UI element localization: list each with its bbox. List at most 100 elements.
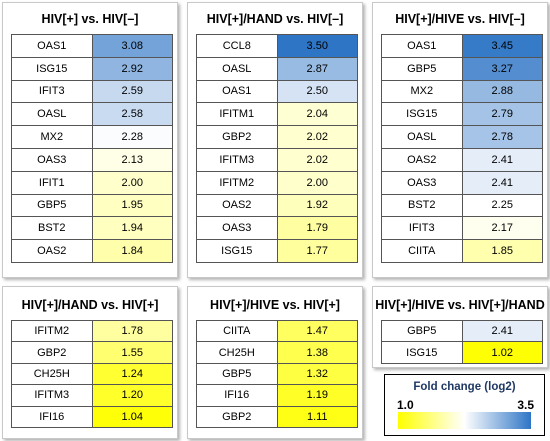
- fold-change-cell: 2.79: [461, 102, 543, 127]
- table-row: OASL 2.58: [11, 102, 173, 127]
- table-row: OAS1 3.45: [381, 34, 543, 58]
- legend-max-label: 3.5: [517, 398, 534, 412]
- fold-change-cell: 1.20: [91, 384, 173, 407]
- gene-cell: IFITM3: [196, 147, 278, 172]
- gene-cell: GBP2: [11, 341, 93, 364]
- fold-change-table: GBP5 2.41 ISG15 1.02: [381, 319, 543, 364]
- gene-cell: IFIT3: [381, 216, 463, 241]
- fold-change-cell: 1.85: [461, 239, 543, 263]
- legend-title: Fold change (log2): [413, 381, 516, 393]
- gene-cell: OASL: [11, 102, 93, 127]
- table-row: OAS2 1.92: [196, 193, 358, 218]
- gene-cell: OASL: [381, 125, 463, 149]
- gene-cell: OAS3: [381, 170, 463, 195]
- fold-change-cell: 2.41: [461, 170, 543, 195]
- fold-change-table: CCL8 3.50 OASL 2.87 OAS1 2.50 IFITM1 2.04 GBP2 2.…: [196, 34, 358, 263]
- gene-cell: CIITA: [381, 239, 463, 263]
- table-row: OAS1 3.08: [11, 34, 173, 58]
- fold-change-cell: 2.78: [461, 125, 543, 149]
- gene-cell: IFI16: [11, 405, 93, 428]
- panel-title: HIV[+]/HIVE vs. HIV[–]: [395, 12, 525, 26]
- gene-cell: IFITM1: [196, 102, 278, 127]
- fold-change-cell: 1.32: [276, 362, 358, 386]
- gene-cell: BST2: [11, 216, 93, 241]
- fold-change-cell: 2.13: [91, 147, 173, 172]
- color-scale-legend: Fold change (log2) 1.0 3.5: [384, 374, 545, 436]
- fold-change-cell: 2.00: [91, 170, 173, 195]
- fold-change-cell: 1.92: [276, 193, 358, 218]
- gene-cell: IFITM3: [11, 384, 93, 407]
- fold-change-cell: 3.08: [91, 34, 173, 58]
- panel-hand-vs-hiv-pos: HIV[+]/HAND vs. HIV[+] IFITM2 1.78 GBP2 1.5…: [2, 286, 178, 439]
- fold-change-cell: 2.59: [91, 79, 173, 104]
- fold-change-cell: 1.24: [91, 362, 173, 386]
- gene-cell: MX2: [381, 79, 463, 104]
- fold-change-cell: 2.28: [91, 125, 173, 149]
- panel-hiv-pos-vs-hiv-neg: HIV[+] vs. HIV[–] OAS1 3.08 ISG15 2.92 IFIT3…: [2, 2, 178, 278]
- table-row: CIITA 1.47: [196, 319, 358, 343]
- panel-hive-vs-hand: HIV[+]/HIVE vs. HIV[+]/HAND GBP5 2.41 ISG1…: [372, 286, 548, 368]
- fold-change-table: OAS1 3.45 GBP5 3.27 MX2 2.88 ISG15 2.79 OASL 2.78…: [381, 34, 543, 263]
- table-row: OAS3 1.79: [196, 216, 358, 241]
- table-row: GBP2 2.02: [196, 125, 358, 149]
- fold-change-table: CIITA 1.47 CH25H 1.38 GBP5 1.32 IFI16 1.19 GBP2 1…: [196, 319, 358, 428]
- table-row: MX2 2.88: [381, 79, 543, 104]
- table-row: IFI16 1.04: [11, 405, 173, 428]
- fold-change-cell: 1.77: [276, 239, 358, 263]
- table-row: IFITM2 2.00: [196, 170, 358, 195]
- table-row: IFIT1 2.00: [11, 170, 173, 195]
- gene-cell: CCL8: [196, 34, 278, 58]
- table-row: BST2 2.25: [381, 193, 543, 218]
- gene-cell: GBP5: [11, 193, 93, 218]
- fold-change-cell: 3.27: [461, 56, 543, 81]
- table-row: OAS3 2.41: [381, 170, 543, 195]
- fold-change-cell: 1.38: [276, 341, 358, 364]
- gene-cell: OASL: [196, 56, 278, 81]
- fold-change-cell: 3.45: [461, 34, 543, 58]
- table-row: ISG15 1.02: [381, 341, 543, 364]
- table-row: GBP2 1.55: [11, 341, 173, 364]
- table-row: BST2 1.94: [11, 216, 173, 241]
- table-row: ISG15 2.79: [381, 102, 543, 127]
- gene-cell: IFIT3: [11, 79, 93, 104]
- gene-cell: IFIT1: [11, 170, 93, 195]
- gene-cell: ISG15: [11, 56, 93, 81]
- table-row: IFITM3 1.20: [11, 384, 173, 407]
- fold-change-cell: 1.95: [91, 193, 173, 218]
- gene-cell: OAS2: [381, 147, 463, 172]
- fold-change-cell: 1.02: [461, 341, 543, 364]
- gene-cell: OAS1: [381, 34, 463, 58]
- table-row: IFIT3 2.59: [11, 79, 173, 104]
- panel-title: HIV[+]/HIVE vs. HIV[+]/HAND: [375, 298, 545, 312]
- gene-cell: IFI16: [196, 384, 278, 407]
- fold-change-table: IFITM2 1.78 GBP2 1.55 CH25H 1.24 IFITM3 1.20 IFI…: [11, 319, 173, 428]
- table-row: OAS1 2.50: [196, 79, 358, 104]
- table-row: OAS3 2.13: [11, 147, 173, 172]
- fold-change-cell: 1.55: [91, 341, 173, 364]
- fold-change-cell: 2.41: [461, 319, 543, 343]
- table-row: GBP5 1.32: [196, 362, 358, 386]
- fold-change-cell: 2.41: [461, 147, 543, 172]
- panel-hive-vs-hiv-pos: HIV[+]/HIVE vs. HIV[+] CIITA 1.47 CH25H 1.3…: [187, 286, 363, 439]
- gene-cell: IFITM2: [11, 319, 93, 343]
- panel-hive-vs-hiv-neg: HIV[+]/HIVE vs. HIV[–] OAS1 3.45 GBP5 3.27 M…: [372, 2, 548, 278]
- gene-cell: OAS1: [11, 34, 93, 58]
- table-row: ISG15 2.92: [11, 56, 173, 81]
- fold-change-cell: 1.79: [276, 216, 358, 241]
- gene-cell: CH25H: [196, 341, 278, 364]
- table-row: GBP5 3.27: [381, 56, 543, 81]
- panel-title: HIV[+]/HIVE vs. HIV[+]: [210, 298, 340, 312]
- gene-cell: GBP2: [196, 405, 278, 428]
- fold-change-cell: 2.00: [276, 170, 358, 195]
- gene-cell: OAS3: [196, 216, 278, 241]
- table-row: MX2 2.28: [11, 125, 173, 149]
- table-row: CH25H 1.24: [11, 362, 173, 386]
- gene-cell: ISG15: [196, 239, 278, 263]
- table-row: CIITA 1.85: [381, 239, 543, 263]
- gene-cell: CIITA: [196, 319, 278, 343]
- table-row: OAS2 2.41: [381, 147, 543, 172]
- fold-change-cell: 2.92: [91, 56, 173, 81]
- legend-gradient-bar: [398, 412, 531, 429]
- fold-change-cell: 2.58: [91, 102, 173, 127]
- table-row: OAS2 1.84: [11, 239, 173, 263]
